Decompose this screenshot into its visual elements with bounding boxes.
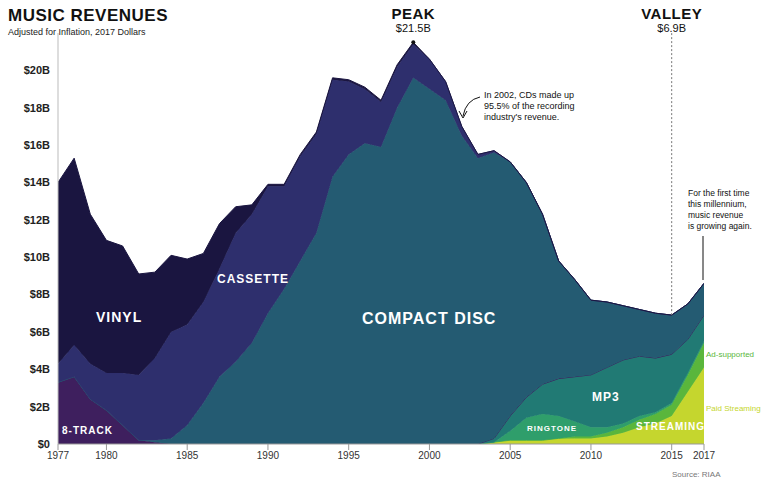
svg-text:2017: 2017 bbox=[693, 450, 716, 461]
html-text:PEAK: PEAK bbox=[391, 5, 436, 22]
svg-text:$4B: $4B bbox=[30, 363, 50, 375]
svg-text:1980: 1980 bbox=[95, 450, 118, 461]
html-text:$6.9B: $6.9B bbox=[657, 22, 687, 34]
svg-text:1985: 1985 bbox=[176, 450, 199, 461]
svg-text:$14B: $14B bbox=[24, 176, 50, 188]
html-text:VALLEY: VALLEY bbox=[641, 5, 703, 22]
svg-text:2005: 2005 bbox=[499, 450, 522, 461]
html-text:MP3: MP3 bbox=[592, 390, 620, 404]
svg-text:1990: 1990 bbox=[257, 450, 280, 461]
svg-text:$10B: $10B bbox=[24, 251, 50, 263]
html-text:95.5% of the recording: 95.5% of the recording bbox=[484, 101, 575, 111]
html-text:MUSIC REVENUES: MUSIC REVENUES bbox=[8, 6, 168, 25]
html-text:STREAMING: STREAMING bbox=[636, 421, 705, 432]
html-text:VINYL: VINYL bbox=[96, 309, 143, 325]
html-text:For the first time: For the first time bbox=[688, 188, 750, 198]
svg-text:$12B: $12B bbox=[24, 214, 50, 226]
html-text:CASSETTE: CASSETTE bbox=[217, 272, 289, 286]
svg-text:$20B: $20B bbox=[24, 64, 50, 76]
html-text:RINGTONE: RINGTONE bbox=[527, 424, 578, 433]
svg-text:$6B: $6B bbox=[30, 326, 50, 338]
svg-text:1977: 1977 bbox=[47, 450, 70, 461]
svg-text:$0: $0 bbox=[38, 438, 50, 450]
svg-text:$16B: $16B bbox=[24, 139, 50, 151]
html-text:8-TRACK: 8-TRACK bbox=[62, 425, 113, 436]
html-text:Adjusted for Inflation, 2017 D: Adjusted for Inflation, 2017 Dollars bbox=[8, 27, 146, 37]
svg-text:2010: 2010 bbox=[580, 450, 603, 461]
svg-text:2015: 2015 bbox=[661, 450, 684, 461]
html-text:this millennium,: this millennium, bbox=[688, 199, 747, 209]
html-text:Paid Streaming: Paid Streaming bbox=[706, 404, 761, 413]
html-text:music revenue: music revenue bbox=[688, 210, 744, 220]
html-text:is growing again.: is growing again. bbox=[688, 221, 752, 231]
html-text:industry's revenue.: industry's revenue. bbox=[484, 112, 560, 122]
svg-text:$8B: $8B bbox=[30, 288, 50, 300]
html-text:Source: RIAA: Source: RIAA bbox=[672, 470, 721, 479]
html-text:In 2002, CDs made up: In 2002, CDs made up bbox=[484, 90, 575, 100]
html-text:$21.5B: $21.5B bbox=[395, 22, 431, 34]
html-text:COMPACT DISC: COMPACT DISC bbox=[362, 310, 497, 327]
html-text:Ad-supported: Ad-supported bbox=[706, 350, 754, 359]
svg-text:2000: 2000 bbox=[418, 450, 441, 461]
svg-text:$18B: $18B bbox=[24, 102, 50, 114]
svg-text:$2B: $2B bbox=[30, 401, 50, 413]
svg-text:1995: 1995 bbox=[338, 450, 361, 461]
